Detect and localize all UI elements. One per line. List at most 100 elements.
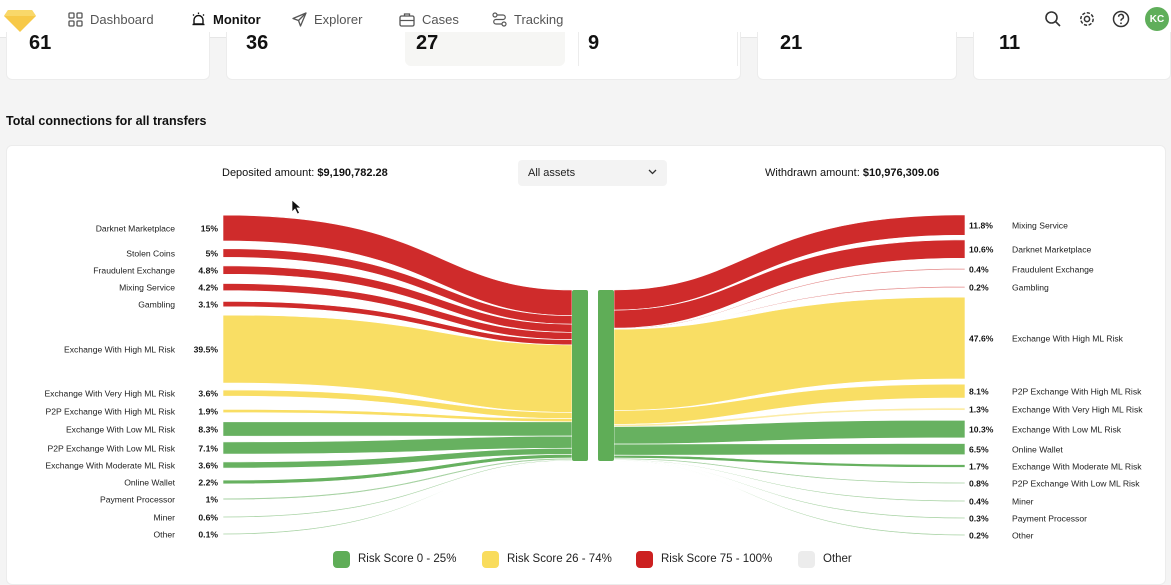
flow-percent: 3.6% <box>198 461 218 471</box>
flow-percent: 4.8% <box>198 266 218 276</box>
legend-item-high-risk[interactable]: Risk Score 75 - 100% <box>636 549 772 569</box>
sankey-flow-band <box>222 421 573 437</box>
flow-label: Mixing Service <box>1012 221 1068 231</box>
flow-percent: 11.8% <box>969 221 993 231</box>
withdrawn-value: $10,976,309.06 <box>862 167 940 179</box>
nav-monitor-label: Monitor <box>213 11 261 27</box>
flow-percent: 0.6% <box>198 513 218 523</box>
sankey-flow-band <box>613 460 966 537</box>
flow-percent: 0.8% <box>969 479 989 489</box>
flow-label: Exchange With Moderate ML Risk <box>1012 462 1142 472</box>
legend-label: Other <box>823 553 852 565</box>
flow-percent: 1.9% <box>198 407 218 417</box>
flow-percent: 1% <box>206 495 219 505</box>
flow-label: Online Wallet <box>124 478 175 488</box>
legend-item-other[interactable]: Other <box>798 549 852 569</box>
flow-label: Mixing Service <box>119 283 175 293</box>
legend-item-medium-risk[interactable]: Risk Score 26 - 74% <box>482 549 612 569</box>
stat-card[interactable]: 9 <box>578 32 738 66</box>
withdrawn-label: Withdrawn amount: <box>765 167 860 179</box>
help-icon[interactable] <box>1111 9 1131 29</box>
flow-percent: 0.4% <box>969 265 989 275</box>
flow-percent: 0.1% <box>198 530 218 540</box>
stat-card[interactable]: 11 <box>973 32 1171 80</box>
send-icon <box>292 11 307 27</box>
stats-strip: 61 36 27 9 21 11 <box>0 32 1171 83</box>
stat-value: 21 <box>780 32 803 54</box>
flow-label: Exchange With Very High ML Risk <box>44 389 175 399</box>
legend-item-low-risk[interactable]: Risk Score 0 - 25% <box>333 549 456 569</box>
flow-percent: 10.6% <box>969 245 994 255</box>
nav-explorer-label: Explorer <box>314 11 363 27</box>
flow-percent: 4.2% <box>198 283 218 293</box>
nav-cases-label: Cases <box>422 11 459 27</box>
nav-monitor[interactable]: Monitor <box>191 0 261 38</box>
legend-label: Risk Score 26 - 74% <box>507 553 612 565</box>
user-avatar[interactable]: KC <box>1145 7 1169 31</box>
stat-value: 9 <box>588 32 600 54</box>
flow-percent: 10.3% <box>969 425 994 435</box>
alarm-icon <box>192 12 205 25</box>
stat-card[interactable]: 61 <box>6 32 210 80</box>
flow-label: P2P Exchange With Low ML Risk <box>47 444 175 454</box>
flow-label: Darknet Marketplace <box>1012 245 1092 255</box>
flow-label: Other <box>154 530 176 540</box>
sankey-flow-band <box>613 443 966 456</box>
chevron-down-icon <box>648 169 657 175</box>
flow-percent: 0.3% <box>969 514 989 524</box>
nav-dashboard[interactable]: Dashboard <box>68 0 154 38</box>
gear-icon[interactable] <box>1077 9 1097 29</box>
legend-label: Risk Score 75 - 100% <box>661 553 773 565</box>
flow-percent: 1.7% <box>969 462 989 472</box>
deposited-label: Deposited amount: <box>222 167 315 179</box>
flow-percent: 15% <box>201 224 219 234</box>
deposited-amount: Deposited amount: $9,190,782.28 <box>222 167 388 179</box>
mouse-cursor-icon <box>291 199 302 215</box>
nav-explorer[interactable]: Explorer <box>292 0 362 38</box>
flow-label: Payment Processor <box>1012 514 1087 524</box>
stat-value: 27 <box>416 32 439 54</box>
flow-percent: 3.6% <box>198 389 218 399</box>
flow-label: Stolen Coins <box>126 249 175 259</box>
flow-percent: 2.2% <box>198 478 218 488</box>
flow-percent: 0.2% <box>969 531 989 541</box>
flow-label: Exchange With Low ML Risk <box>1012 425 1122 435</box>
legend-swatch <box>333 550 350 568</box>
sankey-hub-left-node <box>572 290 588 461</box>
nav-tracking-label: Tracking <box>514 11 564 27</box>
flow-percent: 8.3% <box>198 425 218 435</box>
briefcase-icon <box>399 12 415 27</box>
flow-label: P2P Exchange With High ML Risk <box>1012 387 1142 397</box>
flow-percent: 1.3% <box>969 405 989 415</box>
flow-label: Exchange With Low ML Risk <box>66 425 176 435</box>
assets-select[interactable]: All assets <box>518 160 667 186</box>
flow-percent: 7.1% <box>198 444 218 454</box>
flow-percent: 3.1% <box>198 300 218 310</box>
app-logo-icon[interactable] <box>2 4 38 34</box>
flow-label: Exchange With High ML Risk <box>1012 334 1124 344</box>
flow-label: Fraudulent Exchange <box>1012 265 1094 275</box>
flow-label: Payment Processor <box>100 495 175 505</box>
stat-card[interactable]: 21 <box>757 32 957 80</box>
stat-value: 36 <box>246 32 269 54</box>
flow-percent: 6.5% <box>969 445 989 455</box>
legend-label: Risk Score 0 - 25% <box>358 553 457 565</box>
stat-card[interactable]: 27 <box>405 32 565 66</box>
grid-icon <box>68 11 83 27</box>
flow-label: P2P Exchange With High ML Risk <box>46 407 176 417</box>
section-title: Total connections for all transfers <box>6 114 207 128</box>
withdrawn-amount: Withdrawn amount: $10,976,309.06 <box>765 167 939 179</box>
flow-label: Darknet Marketplace <box>96 224 176 234</box>
flow-percent: 47.6% <box>969 334 994 344</box>
flow-label: Exchange With High ML Risk <box>64 345 176 355</box>
sankey-flow-band <box>613 214 966 311</box>
legend-swatch <box>482 550 499 568</box>
flow-label: Exchange With Very High ML Risk <box>1012 405 1143 415</box>
avatar-initials: KC <box>1149 13 1165 25</box>
flow-label: Online Wallet <box>1012 445 1063 455</box>
nav-tracking[interactable]: Tracking <box>492 0 563 38</box>
search-icon[interactable] <box>1043 9 1063 29</box>
nav-cases[interactable]: Cases <box>399 0 459 38</box>
legend-swatch <box>798 550 815 568</box>
